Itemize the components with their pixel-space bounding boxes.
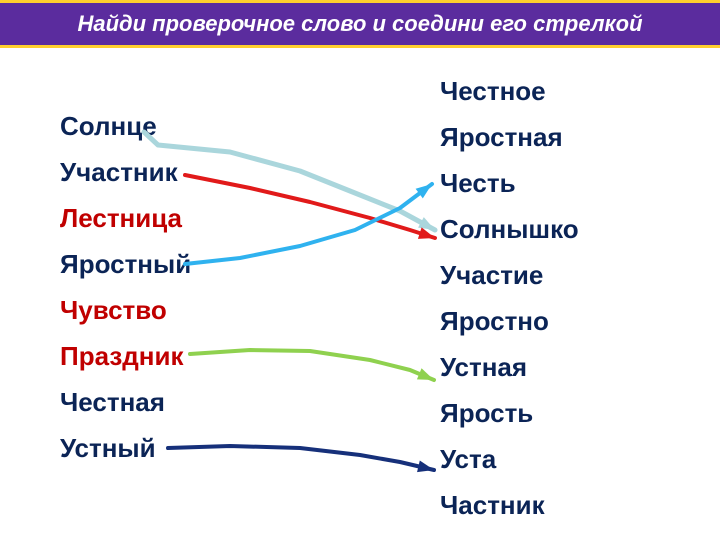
left-word: Праздник <box>60 333 191 379</box>
right-word: Честное <box>440 68 579 114</box>
right-word: Честь <box>440 160 579 206</box>
right-word: Участие <box>440 252 579 298</box>
right-word: Яростная <box>440 114 579 160</box>
left-word: Чувство <box>60 287 191 333</box>
left-word: Солнце <box>60 103 191 149</box>
left-word: Участник <box>60 149 191 195</box>
right-word: Уста <box>440 436 579 482</box>
right-word: Солнышко <box>440 206 579 252</box>
left-word: Яростный <box>60 241 191 287</box>
left-column: СолнцеУчастникЛестницаЯростныйЧувствоПра… <box>60 103 191 471</box>
left-word: Честная <box>60 379 191 425</box>
header-bar: Найди проверочное слово и соедини его ст… <box>0 0 720 48</box>
header-title: Найди проверочное слово и соедини его ст… <box>77 11 642 37</box>
right-word: Ярость <box>440 390 579 436</box>
right-word: Частник <box>440 482 579 528</box>
right-column: ЧестноеЯростнаяЧестьСолнышкоУчастиеЯрост… <box>440 68 579 528</box>
content-area: СолнцеУчастникЛестницаЯростныйЧувствоПра… <box>0 48 720 540</box>
right-word: Устная <box>440 344 579 390</box>
right-word: Яростно <box>440 298 579 344</box>
left-word: Лестница <box>60 195 191 241</box>
left-word: Устный <box>60 425 191 471</box>
